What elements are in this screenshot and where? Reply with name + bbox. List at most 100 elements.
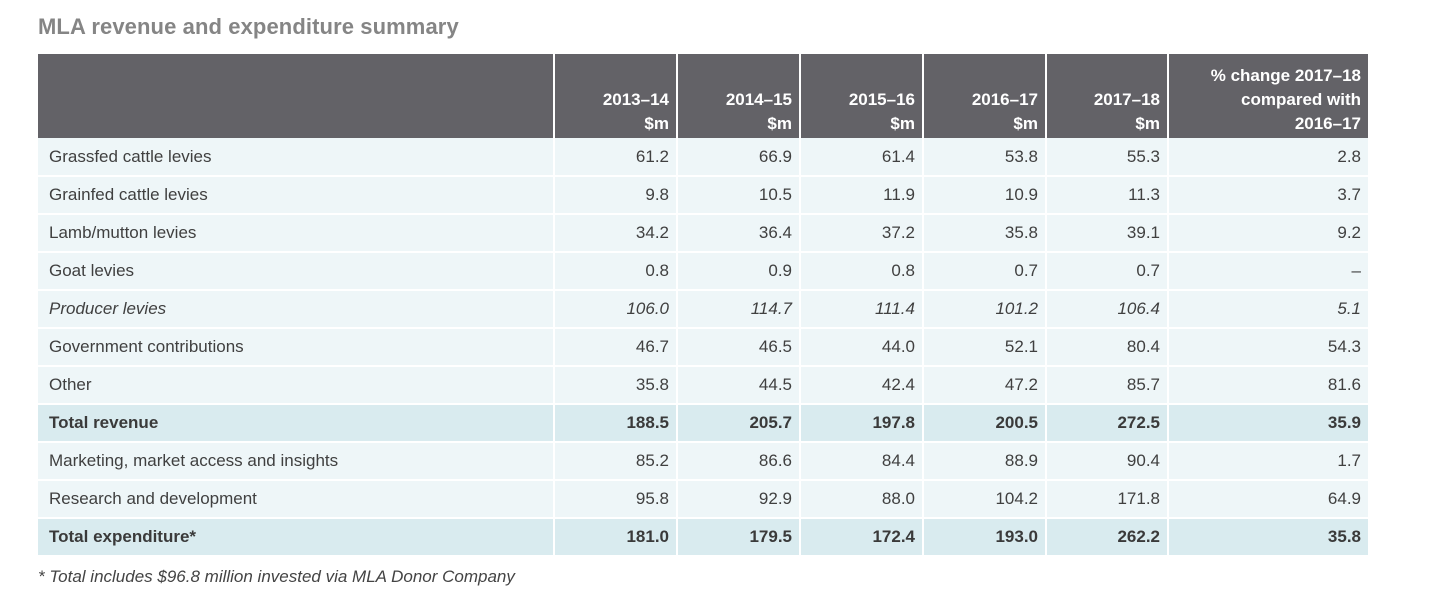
total-row: Total revenue 188.5 205.7 197.8 200.5 272.5 35… [38, 404, 1368, 443]
value-cell: 104.2 [923, 480, 1047, 519]
row-label: Total expenditure* [38, 518, 555, 557]
value-cell: 188.5 [554, 404, 678, 443]
value-cell: 46.7 [554, 328, 678, 367]
value-cell: 44.5 [677, 366, 801, 405]
header-line: compared with [1241, 90, 1361, 109]
header-line: 2014–15 [725, 90, 792, 109]
value-cell: 80.4 [1046, 328, 1169, 367]
row-label: Grainfed cattle levies [38, 176, 555, 215]
value-cell: 85.2 [554, 442, 678, 481]
value-cell: 47.2 [923, 366, 1047, 405]
table-header: 2013–14 $m 2014–15 $m 2015–16 $m 2016–17 $m 2017… [38, 54, 1368, 138]
value-cell: 101.2 [923, 290, 1047, 329]
value-cell: 10.9 [923, 176, 1047, 215]
value-cell: 64.9 [1168, 480, 1368, 519]
value-cell: 0.7 [923, 252, 1047, 291]
value-cell: 172.4 [800, 518, 924, 557]
value-cell: 205.7 [677, 404, 801, 443]
header-line: $m [1013, 114, 1038, 133]
value-cell: 88.0 [800, 480, 924, 519]
row-label: Producer levies [38, 290, 555, 329]
value-cell: 106.4 [1046, 290, 1169, 329]
value-cell: 181.0 [554, 518, 678, 557]
value-cell: 46.5 [677, 328, 801, 367]
value-cell: 44.0 [800, 328, 924, 367]
table-row: Other 35.8 44.5 42.4 47.2 85.7 81.6 [38, 366, 1368, 405]
header-line: 2013–14 [602, 90, 669, 109]
header-line: % change 2017–18 [1210, 66, 1361, 85]
value-cell: – [1168, 252, 1368, 291]
row-label: Lamb/mutton levies [38, 214, 555, 253]
table-row: Goat levies 0.8 0.9 0.8 0.7 0.7– [38, 252, 1368, 291]
value-cell: 179.5 [677, 518, 801, 557]
header-line: 2015–16 [848, 90, 915, 109]
footnote: * Total includes $96.8 million invested … [38, 567, 515, 586]
table-row: Government contributions 46.7 46.5 44.0 52.1… [38, 328, 1368, 367]
value-cell: 86.6 [677, 442, 801, 481]
row-label: Government contributions [38, 328, 555, 367]
value-cell: 61.4 [800, 138, 924, 177]
value-cell: 92.9 [677, 480, 801, 519]
value-cell: 36.4 [677, 214, 801, 253]
value-cell: 81.6 [1168, 366, 1368, 405]
value-cell: 3.7 [1168, 176, 1368, 215]
value-cell: 171.8 [1046, 480, 1169, 519]
table-row: Marketing, market access and insights 85.… [38, 442, 1368, 481]
header-line: $m [767, 114, 792, 133]
value-cell: 85.7 [1046, 366, 1169, 405]
value-cell: 88.9 [923, 442, 1047, 481]
row-label: Marketing, market access and insights [38, 442, 555, 481]
value-cell: 35.8 [554, 366, 678, 405]
table-row: Grassfed cattle levies 61.2 66.9 61.4 53.8 55… [38, 138, 1368, 177]
value-cell: 35.9 [1168, 404, 1368, 443]
value-cell: 193.0 [923, 518, 1047, 557]
value-cell: 272.5 [1046, 404, 1169, 443]
value-cell: 11.9 [800, 176, 924, 215]
row-label: Grassfed cattle levies [38, 138, 555, 177]
header-line: $m [1135, 114, 1160, 133]
value-cell: 0.9 [677, 252, 801, 291]
value-cell: 262.2 [1046, 518, 1169, 557]
table-row: Producer levies 106.0 114.7 111.4 101.2 106.4… [38, 290, 1368, 329]
value-cell: 114.7 [677, 290, 801, 329]
value-cell: 0.7 [1046, 252, 1169, 291]
table-body: Grassfed cattle levies 61.2 66.9 61.4 53.8 55… [38, 138, 1368, 557]
value-cell: 84.4 [800, 442, 924, 481]
header-cell-label [38, 54, 555, 138]
value-cell: 35.8 [923, 214, 1047, 253]
value-cell: 61.2 [554, 138, 678, 177]
revenue-expenditure-table: 2013–14 $m 2014–15 $m 2015–16 $m 2016–17 $m 2017… [38, 54, 1368, 557]
table-row: Research and development 95.8 92.9 88.0 104.… [38, 480, 1368, 519]
value-cell: 1.7 [1168, 442, 1368, 481]
row-label: Goat levies [38, 252, 555, 291]
value-cell: 66.9 [677, 138, 801, 177]
value-cell: 42.4 [800, 366, 924, 405]
header-cell: 2013–14 $m [554, 54, 678, 138]
value-cell: 95.8 [554, 480, 678, 519]
value-cell: 106.0 [554, 290, 678, 329]
value-cell: 54.3 [1168, 328, 1368, 367]
value-cell: 9.8 [554, 176, 678, 215]
value-cell: 0.8 [554, 252, 678, 291]
table-row: Grainfed cattle levies 9.8 10.5 11.9 10.9 11.… [38, 176, 1368, 215]
value-cell: 9.2 [1168, 214, 1368, 253]
header-cell: 2014–15 $m [677, 54, 801, 138]
header-line: 2016–17 [971, 90, 1038, 109]
value-cell: 10.5 [677, 176, 801, 215]
value-cell: 200.5 [923, 404, 1047, 443]
header-row: 2013–14 $m 2014–15 $m 2015–16 $m 2016–17 $m 2017… [38, 54, 1368, 138]
header-line: $m [644, 114, 669, 133]
row-label: Research and development [38, 480, 555, 519]
summary-table-container: 2013–14 $m 2014–15 $m 2015–16 $m 2016–17 $m 2017… [38, 54, 1368, 557]
value-cell: 39.1 [1046, 214, 1169, 253]
header-cell: % change 2017–18 compared with 2016–17 [1168, 54, 1368, 138]
value-cell: 5.1 [1168, 290, 1368, 329]
value-cell: 0.8 [800, 252, 924, 291]
header-cell: 2017–18 $m [1046, 54, 1169, 138]
value-cell: 11.3 [1046, 176, 1169, 215]
value-cell: 111.4 [800, 290, 924, 329]
value-cell: 197.8 [800, 404, 924, 443]
header-line: 2016–17 [1294, 114, 1361, 133]
value-cell: 37.2 [800, 214, 924, 253]
header-cell: 2015–16 $m [800, 54, 924, 138]
